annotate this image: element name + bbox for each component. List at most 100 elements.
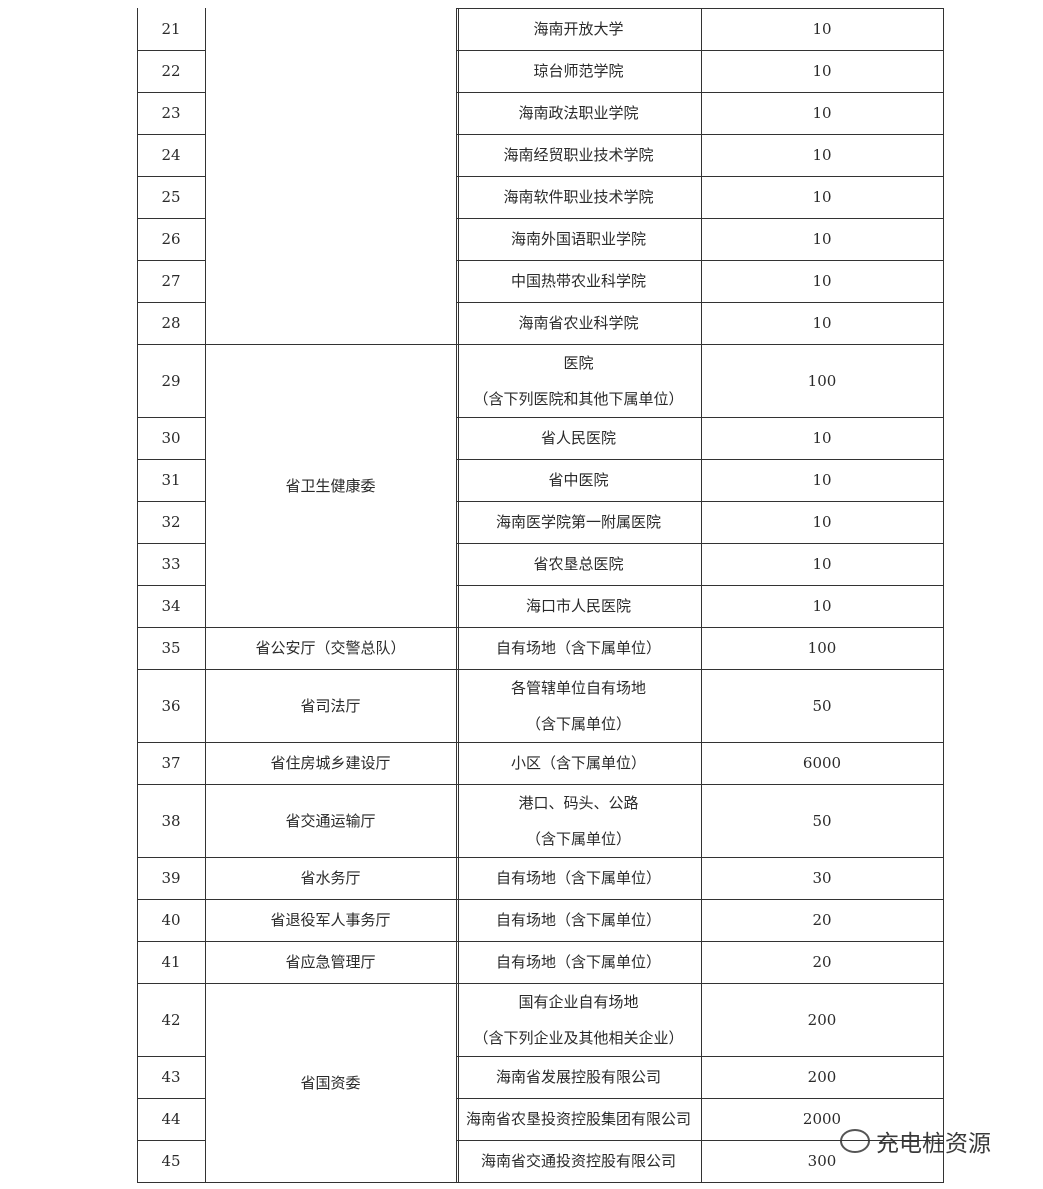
rule [205, 899, 457, 900]
cell: 36 [137, 669, 205, 742]
department: 省公安厅（交警总队） [255, 639, 406, 657]
watermark: 充电桩资源 [840, 1124, 991, 1158]
rule [137, 459, 206, 460]
rule [205, 627, 457, 628]
quota: 30 [812, 869, 832, 887]
rule [137, 1182, 206, 1183]
cell: 22 [137, 50, 205, 92]
cell: 海南经贸职业技术学院 [456, 134, 701, 176]
cell: 40 [137, 899, 205, 941]
rule [137, 899, 206, 900]
row-number: 40 [161, 911, 181, 929]
cell: 省司法厅 [205, 669, 456, 742]
cell: 海南省交通投资控股有限公司 [456, 1140, 701, 1182]
row-number: 22 [161, 62, 181, 80]
row-number: 33 [161, 555, 181, 573]
cell: 省退役军人事务厅 [205, 899, 456, 941]
rule [137, 784, 206, 785]
rule [205, 857, 457, 858]
row-number: 37 [161, 754, 181, 772]
cell: 10 [701, 134, 943, 176]
rule [137, 260, 206, 261]
unit-name: 自有场地（含下属单位） [495, 953, 661, 971]
rule [137, 50, 206, 51]
cell: 2000 [701, 1098, 943, 1140]
rule [137, 983, 206, 984]
cell: 省国资委 [205, 983, 456, 1182]
rule [456, 1098, 944, 1099]
cell: 50 [701, 784, 943, 857]
rule [456, 1056, 944, 1057]
cell: 200 [701, 983, 943, 1056]
cell: 29 [137, 344, 205, 417]
cell: 海南软件职业技术学院 [456, 176, 701, 218]
cell: 24 [137, 134, 205, 176]
unit-name: 海南省发展控股有限公司 [495, 1068, 661, 1086]
quota: 2000 [802, 1110, 842, 1128]
unit-name: 海南经贸职业技术学院 [503, 146, 654, 164]
cell: 琼台师范学院 [456, 50, 701, 92]
row-number: 26 [161, 230, 181, 248]
cell: 海南省农垦投资控股集团有限公司 [456, 1098, 701, 1140]
rule [456, 784, 944, 785]
rule [456, 899, 944, 900]
row-number: 29 [161, 371, 181, 390]
rule [456, 941, 944, 942]
row-number: 21 [161, 20, 181, 38]
unit-name: 医院 [563, 353, 594, 372]
cell: 海南外国语职业学院 [456, 218, 701, 260]
unit-name: 海南政法职业学院 [518, 104, 639, 122]
cell: 31 [137, 459, 205, 501]
department: 省司法厅 [300, 696, 361, 715]
rule [137, 218, 206, 219]
cell: 21 [137, 8, 205, 50]
quota: 10 [812, 272, 832, 290]
rule [137, 344, 206, 345]
quota: 10 [812, 230, 832, 248]
row-number: 23 [161, 104, 181, 122]
rule [137, 627, 206, 628]
rule [137, 941, 206, 942]
watermark-text: 充电桩资源 [876, 1131, 991, 1157]
cell: 海口市人民医院 [456, 585, 701, 627]
unit-name: （含下列医院和其他下属单位） [473, 389, 684, 408]
unit-name: 海南医学院第一附属医院 [495, 513, 661, 531]
unit-name: （含下属单位） [525, 714, 631, 733]
rule [456, 627, 944, 628]
quota: 100 [807, 639, 837, 657]
rule [137, 1098, 206, 1099]
cell: 41 [137, 941, 205, 983]
rule [456, 983, 944, 984]
cell: 10 [701, 585, 943, 627]
unit-name: （含下列企业及其他相关企业） [473, 1028, 684, 1047]
row-number: 43 [161, 1068, 181, 1086]
department: 省应急管理厅 [285, 953, 376, 971]
cell: 10 [701, 501, 943, 543]
department: 省国资委 [300, 1073, 361, 1092]
rule [137, 742, 206, 743]
row-number: 30 [161, 429, 181, 447]
unit-name: 港口、码头、公路 [518, 793, 639, 812]
cell: 200 [701, 1056, 943, 1098]
cell: 33 [137, 543, 205, 585]
rule [456, 8, 457, 1183]
cell: 各管辖单位自有场地 （含下属单位） [456, 669, 701, 742]
rule [456, 218, 944, 219]
cell: 300 [701, 1140, 943, 1182]
cell: 中国热带农业科学院 [456, 260, 701, 302]
rule [456, 501, 944, 502]
rule [137, 8, 138, 1183]
unit-name: 琼台师范学院 [533, 62, 624, 80]
cell: 34 [137, 585, 205, 627]
quota: 50 [812, 811, 832, 830]
unit-name: 海南省交通投资控股有限公司 [480, 1152, 676, 1170]
unit-name: 海南外国语职业学院 [510, 230, 646, 248]
cell: 海南省农业科学院 [456, 302, 701, 344]
row-number: 28 [161, 314, 181, 332]
rule [456, 8, 944, 9]
watermark-icon [840, 1129, 870, 1153]
department: 省卫生健康委 [285, 476, 376, 495]
quota: 10 [812, 513, 832, 531]
quota: 20 [812, 953, 832, 971]
